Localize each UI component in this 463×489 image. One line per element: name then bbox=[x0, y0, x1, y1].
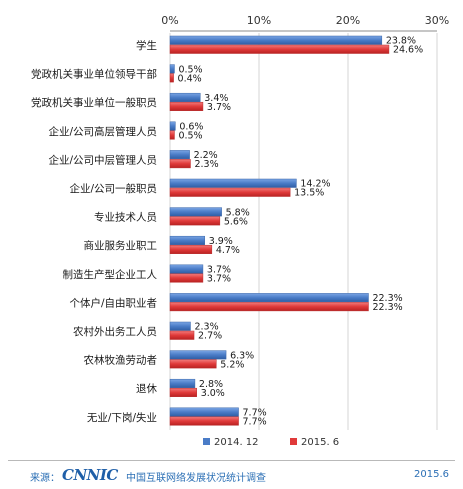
data-label: 2.3% bbox=[194, 322, 218, 333]
bar-series-2 bbox=[169, 159, 191, 169]
data-label: 5.8% bbox=[226, 207, 250, 218]
x-tick-label: 30% bbox=[425, 14, 449, 27]
bar-series-1 bbox=[169, 293, 369, 303]
data-label: 3.7% bbox=[207, 102, 231, 113]
data-label: 0.5% bbox=[178, 131, 202, 142]
data-label: 24.6% bbox=[393, 45, 423, 56]
data-label: 2.8% bbox=[199, 379, 223, 390]
data-label: 3.7% bbox=[207, 265, 231, 276]
bar-series-1 bbox=[169, 321, 191, 331]
bar-series-2 bbox=[169, 302, 369, 312]
bar-series-2 bbox=[169, 44, 390, 54]
bar-series-2 bbox=[169, 273, 204, 283]
data-label: 2.2% bbox=[194, 150, 218, 161]
data-label: 7.7% bbox=[243, 417, 267, 428]
category-label: 党政机关事业单位领导干部 bbox=[31, 68, 157, 81]
data-label: 3.9% bbox=[209, 236, 233, 247]
x-tick-label: 20% bbox=[336, 14, 360, 27]
category-label: 党政机关事业单位一般职员 bbox=[31, 96, 157, 109]
source-date: 2015.6 bbox=[414, 469, 449, 480]
data-label: 23.8% bbox=[386, 36, 416, 47]
category-label: 专业技术人员 bbox=[94, 211, 157, 224]
category-label: 商业服务业职工 bbox=[84, 239, 158, 252]
data-label: 4.7% bbox=[216, 245, 240, 256]
legend-label: 2014. 12 bbox=[214, 437, 259, 448]
x-tick-label: 0% bbox=[161, 14, 178, 27]
bar-series-1 bbox=[169, 35, 383, 45]
data-label: 3.7% bbox=[207, 274, 231, 285]
category-label: 个体户/自由职业者 bbox=[69, 296, 157, 309]
cnnic-logo: CNNIC bbox=[62, 466, 118, 484]
data-label: 3.4% bbox=[204, 93, 228, 104]
category-label: 企业/公司一般职员 bbox=[69, 182, 157, 195]
bar-series-2 bbox=[169, 101, 204, 111]
bar-series-2 bbox=[169, 244, 213, 254]
data-label: 6.3% bbox=[230, 350, 254, 361]
source-org: 中国互联网络发展状况统计调查 bbox=[126, 473, 266, 484]
category-label: 学生 bbox=[136, 39, 157, 52]
bar-series-1 bbox=[169, 121, 176, 131]
category-label: 制造生产型企业工人 bbox=[63, 268, 158, 281]
bar-series-1 bbox=[169, 235, 205, 245]
data-label: 0.5% bbox=[178, 64, 202, 75]
bar-series-2 bbox=[169, 130, 175, 140]
data-label: 5.2% bbox=[220, 359, 244, 370]
footer: 来源： CNNIC 中国互联网络发展状况统计调查 2015.6 bbox=[0, 466, 463, 484]
bar-series-2 bbox=[169, 216, 221, 226]
bar-series-2 bbox=[169, 416, 239, 426]
category-label: 企业/公司中层管理人员 bbox=[48, 153, 157, 166]
bar-series-1 bbox=[169, 150, 190, 160]
footer-divider bbox=[8, 460, 455, 461]
legend-swatch bbox=[203, 438, 210, 445]
bar-series-1 bbox=[169, 407, 239, 417]
data-label: 2.3% bbox=[194, 159, 218, 170]
legend-label: 2015. 6 bbox=[301, 437, 339, 448]
data-label: 0.6% bbox=[179, 122, 203, 133]
legend-swatch bbox=[290, 438, 297, 445]
bar-series-1 bbox=[169, 378, 196, 388]
source-label: 来源： bbox=[30, 473, 60, 484]
bar-series-1 bbox=[169, 207, 222, 217]
bar-chart: 0% 10% 20% 30%学生 23.8%24.6%党政机关事业单位领导干部 0.5%0… bbox=[31, 14, 449, 448]
data-label: 22.3% bbox=[372, 293, 402, 304]
bar-series-2 bbox=[169, 359, 217, 369]
data-label: 13.5% bbox=[294, 188, 324, 199]
bar-series-2 bbox=[169, 187, 291, 197]
bar-series-1 bbox=[169, 178, 297, 188]
data-label: 7.7% bbox=[243, 408, 267, 419]
category-label: 农村外出务工人员 bbox=[73, 325, 157, 338]
data-label: 0.4% bbox=[178, 73, 202, 84]
bar-series-1 bbox=[169, 92, 201, 102]
category-label: 无业/下岗/失业 bbox=[87, 411, 157, 424]
data-label: 14.2% bbox=[300, 179, 330, 190]
bar-series-2 bbox=[169, 387, 197, 397]
data-label: 2.7% bbox=[198, 331, 222, 342]
data-label: 3.0% bbox=[201, 388, 225, 399]
bar-series-1 bbox=[169, 264, 204, 274]
category-label: 企业/公司高层管理人员 bbox=[48, 125, 157, 138]
category-label: 退休 bbox=[136, 383, 157, 395]
bar-series-2 bbox=[169, 330, 195, 340]
bar-series-2 bbox=[169, 73, 174, 83]
category-label: 农林牧渔劳动者 bbox=[84, 354, 158, 367]
bar-series-1 bbox=[169, 350, 227, 360]
data-label: 22.3% bbox=[372, 302, 402, 313]
data-label: 5.6% bbox=[224, 216, 248, 227]
x-tick-label: 10% bbox=[247, 14, 271, 27]
bar-series-1 bbox=[169, 64, 175, 74]
